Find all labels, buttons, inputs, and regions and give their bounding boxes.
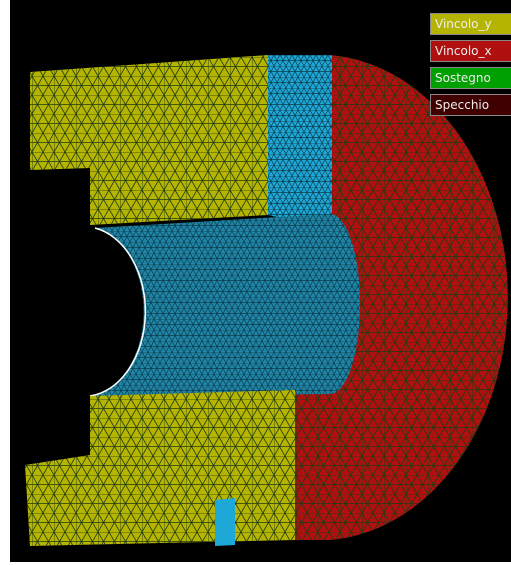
legend-item[interactable]: Specchio (430, 94, 511, 116)
edge-arc (89, 227, 147, 397)
viewport: Vincolo_y Vincolo_x Sostegno Specchio (10, 0, 511, 562)
cyan-patch (215, 498, 235, 546)
model (25, 55, 508, 546)
mesh-lines (295, 55, 508, 540)
mesh-view (25, 55, 508, 546)
mesh-lines (90, 214, 360, 396)
legend-item[interactable]: Vincolo_x (430, 40, 511, 62)
legend-item[interactable]: Sostegno (430, 67, 511, 89)
mesh-lines (268, 55, 332, 230)
legend-item[interactable]: Vincolo_y (430, 13, 511, 35)
mesh-lines (30, 55, 268, 225)
mesh-lines (25, 390, 295, 546)
